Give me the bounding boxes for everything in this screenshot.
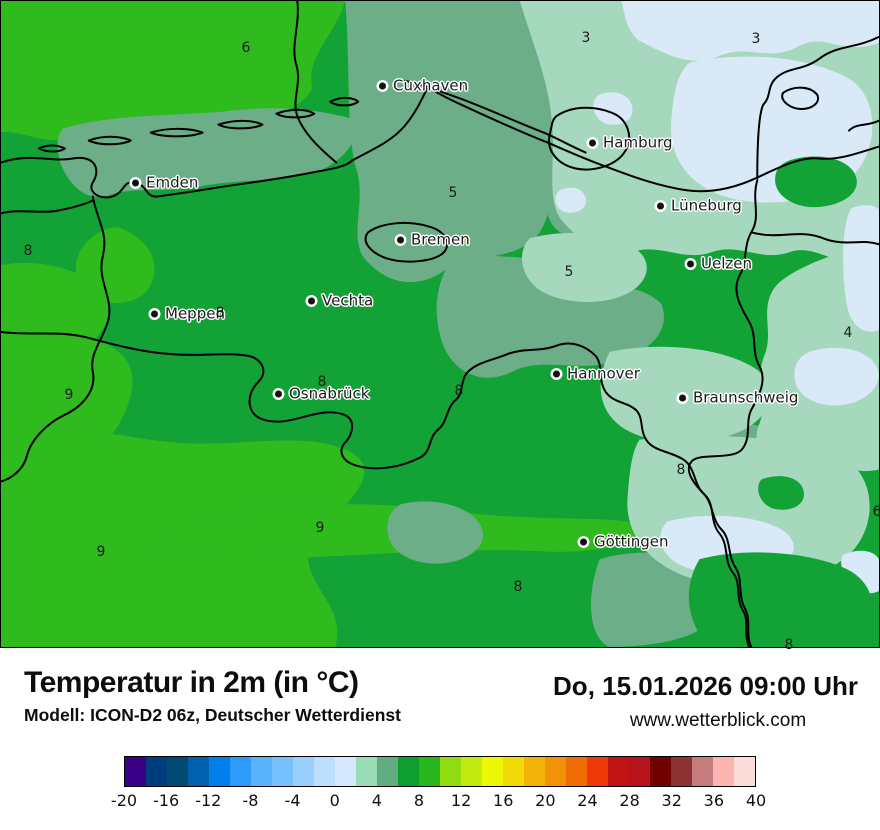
colorbar-segment [503,757,524,786]
colorbar-segment [608,757,629,786]
colorbar-segment [482,757,503,786]
colorbar-tick-label: -20 [110,791,138,810]
colorbar-segments [124,756,756,787]
colorbar-segment [356,757,377,786]
border-north [293,1,338,164]
colorbar-tick-label: 4 [371,791,382,810]
colorbar-tick-label: 16 [493,791,514,810]
colorbar-segment [692,757,713,786]
colorbar-segment [566,757,587,786]
map-regions-svg [1,1,879,647]
colorbar-segment [398,757,419,786]
colorbar-segment [629,757,650,786]
colorbar-segment [440,757,461,786]
colorbar-segment [230,757,251,786]
colorbar-segment [314,757,335,786]
colorbar-segment [335,757,356,786]
colorbar-tick-label: 12 [450,791,472,810]
forecast-datetime: Do, 15.01.2026 09:00 Uhr [553,671,858,701]
colorbar-tick-label: -4 [284,791,301,810]
colorbar-segment [167,757,188,786]
colorbar-tick-label: 8 [413,791,425,810]
elbe-river [403,79,587,154]
colorbar-segment [293,757,314,786]
border-west [1,195,111,483]
border-east [687,179,764,647]
page-title: Temperatur in 2m (in °C) [24,666,359,699]
colorbar-tick-label: 24 [577,791,598,810]
website-caption: www.wetterblick.com [629,710,807,731]
colorbar-tick-label: -8 [242,791,259,810]
colorbar-tick-label: 36 [703,791,725,810]
colorbar-tick-label: 28 [619,791,640,810]
islands [37,96,360,153]
colorbar-segment [188,757,209,786]
colorbar-tick-label: -12 [195,791,222,810]
colorbar-segment [545,757,566,786]
coastline [1,85,879,199]
colorbar-segment [461,757,482,786]
colorbar-segment [377,757,398,786]
colorbar-segment [734,757,755,786]
colorbar-segment [713,757,734,786]
colorbar-segment [209,757,230,786]
colorbar-segment [587,757,608,786]
colorbar-segment [125,757,146,786]
colorbar-segment [251,757,272,786]
border-hamburg [547,106,631,171]
map-border-lines [1,1,879,647]
temperature-map: Cuxhaven Hamburg Emden Lüneburg Bremen Uelzen… [0,0,880,652]
colorbar-tick-label: 20 [535,791,556,810]
colorbar-tick-label: 0 [329,791,340,810]
colorbar-ticks: -20 -16 -12 -8 -4 0 4 8 12 16 20 24 28 32 36 40 [111,791,766,813]
colorbar-segment [650,757,671,786]
colorbar-tick-label: -16 [153,791,180,810]
colorbar-segment [671,757,692,786]
colorbar-tick-label: 40 [745,791,767,810]
colorbar-segment [419,757,440,786]
colorbar-segment [272,757,293,786]
colorbar-tick-label: 32 [661,791,682,810]
border-bremen [364,221,449,263]
colorbar-segment [524,757,545,786]
model-caption: Modell: ICON-D2 06z, Deutscher Wetterdie… [24,705,401,725]
colorbar-segment [146,757,167,786]
